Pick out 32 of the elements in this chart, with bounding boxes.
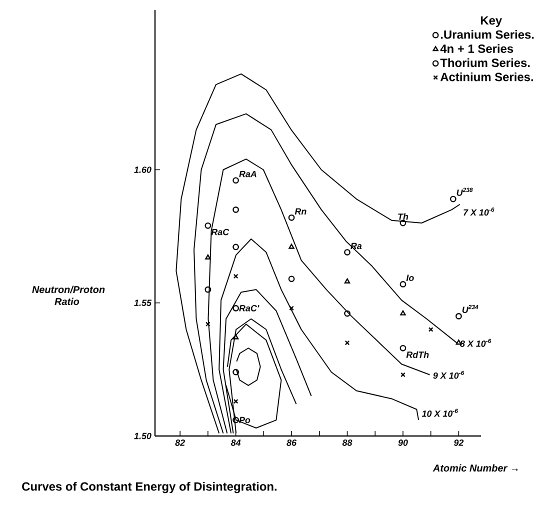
legend-title: Key — [480, 16, 502, 28]
annotation: Ra — [350, 242, 362, 250]
x-tick-label: 88 — [342, 440, 352, 446]
x-tick-label: 92 — [454, 440, 464, 446]
annotation: RaC' — [239, 305, 260, 312]
y-tick-label: 1.60 — [134, 166, 152, 173]
y-axis-title: Neutron/Proton Ratio — [32, 286, 105, 306]
legend-label: 4n + 1 Series — [440, 44, 514, 53]
y-tick-label: 1.50 — [134, 432, 152, 440]
annotation: RaA — [239, 170, 256, 178]
annotation: RaC — [211, 228, 230, 236]
annotation: 10 X 10$^{-6}$ — [422, 408, 458, 417]
annotation: Po — [239, 416, 250, 424]
annotation: 9 X 10$^{-6}$ — [433, 370, 464, 379]
x-tick-label: 86 — [286, 440, 297, 446]
annotation: Io — [406, 274, 414, 282]
text: Curves of Constant Energy of Disintegration. — [22, 482, 277, 494]
annotation: U$^{234}$ — [462, 304, 478, 314]
annotation: 7 X 10$^{-6}$ — [464, 208, 494, 216]
annotation: Th — [398, 213, 408, 220]
annotation: U$^{238}$ — [456, 188, 473, 196]
legend-label: Actinium Series. — [440, 72, 533, 82]
x-axis-title: Atomic Number → — [432, 464, 518, 472]
x-tick-label: 84 — [230, 440, 241, 446]
legend-label: Thorium Series. — [440, 58, 530, 68]
annotation: RdTh — [406, 351, 429, 358]
annotation: Rn — [294, 208, 306, 214]
x-tick-label: 90 — [398, 440, 408, 446]
x-tick-label: 82 — [175, 440, 185, 446]
legend-label: .Uranium Series. — [440, 30, 534, 39]
annotation: 8 X 10$^{-6}$ — [460, 338, 492, 347]
y-tick-label: 1.55 — [134, 300, 152, 306]
